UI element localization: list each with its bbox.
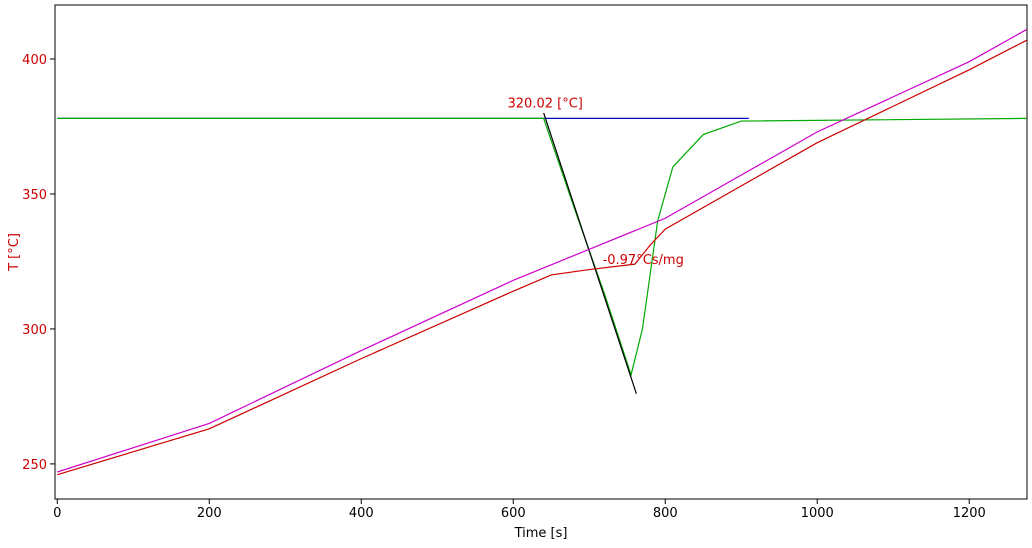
x-tick-label: 800 bbox=[653, 506, 678, 521]
x-tick-label: 400 bbox=[349, 506, 374, 521]
x-axis-label: Time [s] bbox=[514, 526, 568, 541]
y-tick-label: 300 bbox=[22, 323, 47, 338]
x-tick-label: 1200 bbox=[953, 506, 986, 521]
y-axis-label: T [°C] bbox=[7, 233, 22, 272]
y-tick-label: 400 bbox=[22, 53, 47, 68]
y-tick-label: 350 bbox=[22, 188, 47, 203]
annotation: 320.02 [°C] bbox=[508, 97, 583, 112]
x-tick-label: 200 bbox=[197, 506, 222, 521]
x-tick-label: 1000 bbox=[801, 506, 834, 521]
series-line bbox=[543, 112, 637, 394]
x-tick-label: 0 bbox=[53, 506, 61, 521]
plot-frame bbox=[54, 4, 1028, 500]
annotation: -0.97°Cs/mg bbox=[603, 253, 684, 268]
series-line bbox=[57, 28, 1028, 473]
series-line bbox=[57, 39, 1028, 476]
x-tick-label: 600 bbox=[501, 506, 526, 521]
y-tick-label: 250 bbox=[22, 458, 47, 473]
series-line bbox=[57, 117, 1028, 377]
